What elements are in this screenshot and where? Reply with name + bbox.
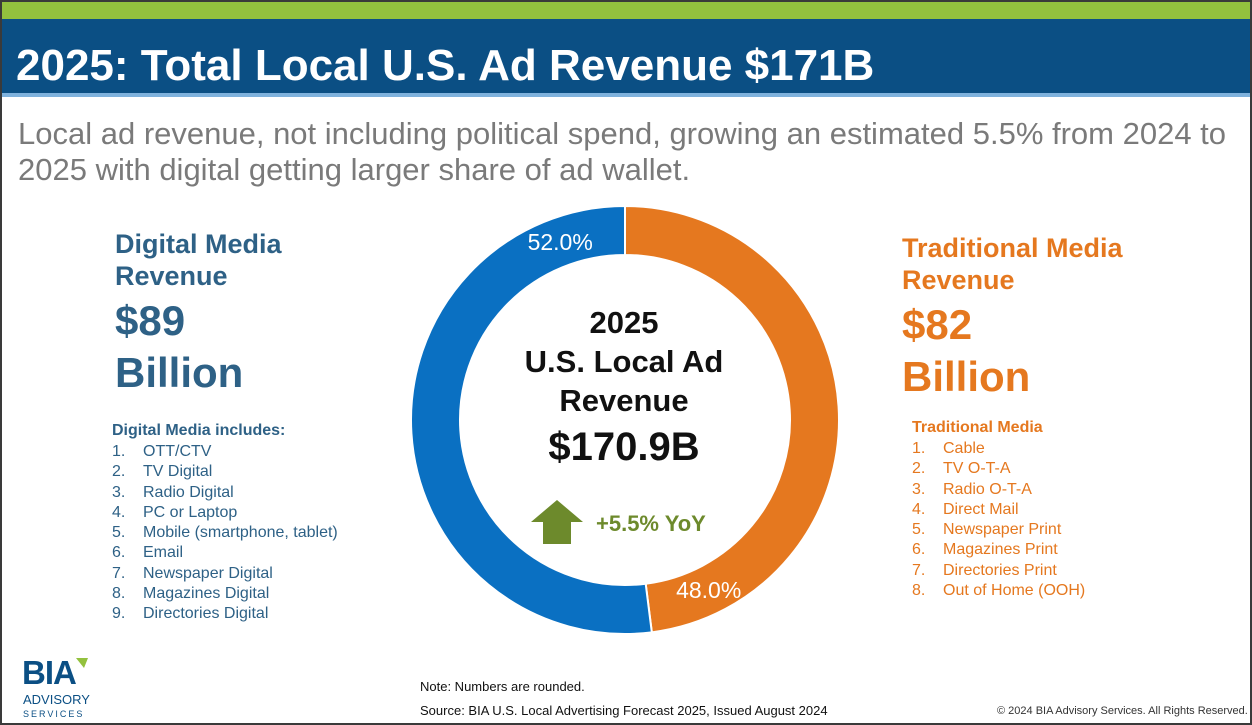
growth-label: +5.5% YoY [596, 511, 706, 536]
accent-band [2, 2, 1250, 19]
footnote: Note: Numbers are rounded. [420, 679, 585, 694]
logo-wordmark: BIA [22, 654, 76, 691]
list-item: 2. TV O-T-A [912, 460, 1011, 478]
list-item: 6. Email [112, 544, 184, 562]
slice-label: 52.0% [528, 229, 593, 255]
digital-amount-unit: Billion [115, 349, 244, 396]
list-item: 7. Newspaper Digital [112, 564, 273, 582]
traditional-heading: Traditional Media Revenue [902, 233, 1123, 295]
center-line-3: Revenue [559, 383, 688, 418]
logo-advisory: ADVISORY [23, 692, 90, 707]
traditional-amount: $82 Billion [902, 299, 1030, 403]
digital-amount: $89 Billion [115, 295, 243, 399]
list-item: 7. Directories Print [912, 561, 1057, 579]
donut-slice-digital-media [410, 204, 653, 635]
slice-label: 48.0% [676, 577, 741, 603]
list-item: 9. Directories Digital [112, 605, 269, 623]
list-item: 8. Out of Home (OOH) [912, 582, 1086, 600]
list-item: 3. Radio O-T-A [912, 480, 1032, 498]
list-item: 1. Cable [912, 440, 985, 457]
traditional-list-heading: Traditional Media [912, 419, 1043, 436]
donut-chart: 48.0% 52.0% 2025 U.S. Local Ad Revenue $1… [410, 204, 840, 635]
list-item: 5. Newspaper Print [912, 521, 1062, 539]
logo-services: SERVICES [23, 709, 84, 719]
list-item: 3. Radio Digital [112, 483, 234, 501]
center-total: $170.9B [548, 425, 699, 469]
arrow-up-icon [531, 500, 583, 544]
bia-logo: BIA ADVISORY SERVICES [22, 654, 90, 719]
list-item: 4. PC or Laptop [112, 503, 238, 521]
page-subtitle: Local ad revenue, not including politica… [18, 116, 1227, 187]
list-item: 8. Magazines Digital [112, 585, 270, 603]
traditional-amount-unit: Billion [902, 353, 1031, 400]
list-item: 5. Mobile (smartphone, tablet) [112, 524, 338, 542]
copyright: © 2024 BIA Advisory Services. All Rights… [997, 705, 1248, 717]
digital-list-heading: Digital Media includes: [112, 422, 286, 439]
donut-slice-traditional-media [624, 204, 840, 634]
list-item: 6. Magazines Print [912, 541, 1058, 559]
digital-amount-value: $89 [115, 297, 186, 344]
digital-heading: Digital Media Revenue [115, 229, 282, 291]
traditional-amount-value: $82 [902, 301, 973, 348]
logo-accent [76, 658, 88, 668]
title-bar: 2025: Total Local U.S. Ad Revenue $171B [2, 19, 1250, 97]
source-note: Source: BIA U.S. Local Advertising Forec… [420, 703, 828, 718]
digital-list: 1. OTT/CTV 2. TV Digital 3. Radio Digital 4… [112, 442, 338, 625]
list-item: 2. TV Digital [112, 463, 213, 481]
traditional-list: 1. Cable 2. TV O-T-A 3. Radio O-T-A 4. Direc… [912, 439, 1085, 601]
list-item: 4. Direct Mail [912, 500, 1019, 518]
page-title: 2025: Total Local U.S. Ad Revenue $171B [16, 41, 875, 90]
list-item: 1. OTT/CTV [112, 443, 212, 460]
center-line-1: 2025 [590, 305, 659, 340]
center-line-2: U.S. Local Ad [525, 344, 724, 379]
